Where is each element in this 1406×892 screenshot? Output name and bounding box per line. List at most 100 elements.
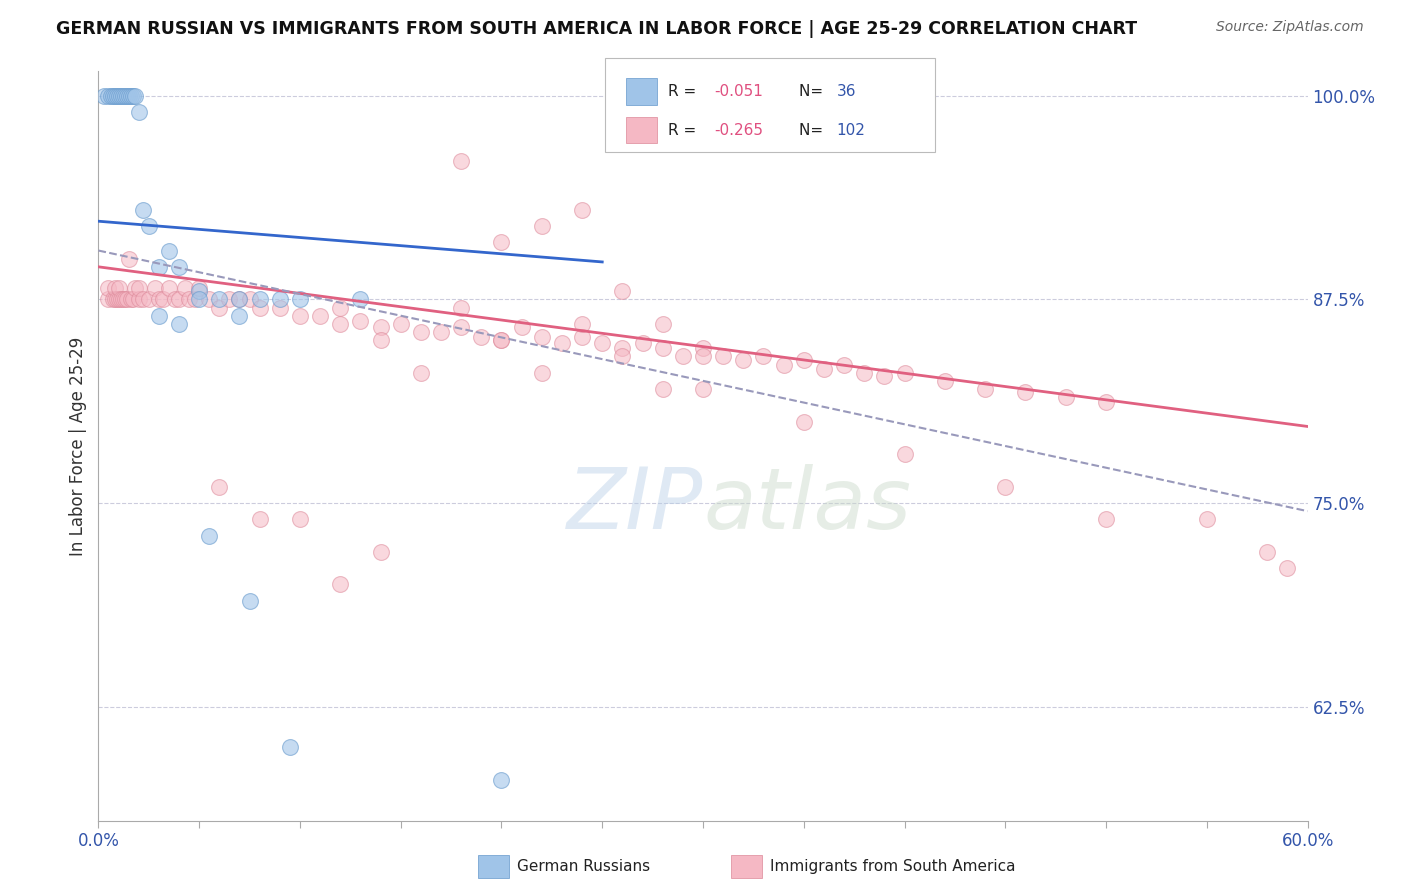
Point xyxy=(115,293,138,307)
Point xyxy=(97,293,120,307)
Point xyxy=(121,88,143,103)
Text: ZIP: ZIP xyxy=(567,465,703,548)
Point xyxy=(188,285,211,299)
Point xyxy=(430,325,453,339)
Point xyxy=(148,309,170,323)
Point xyxy=(450,320,472,334)
Point xyxy=(208,480,231,494)
Point xyxy=(491,333,513,347)
Text: R =: R = xyxy=(668,85,702,99)
Point xyxy=(278,740,301,755)
Point xyxy=(571,202,593,217)
Point xyxy=(239,593,262,607)
Point xyxy=(114,293,136,307)
Point xyxy=(138,219,160,233)
Point xyxy=(115,88,138,103)
Text: -0.051: -0.051 xyxy=(714,85,763,99)
Point xyxy=(97,281,120,295)
Point xyxy=(110,293,132,307)
Point xyxy=(163,293,186,307)
Point xyxy=(138,293,160,307)
Point xyxy=(530,219,553,233)
Point xyxy=(167,260,190,274)
Point xyxy=(167,293,190,307)
Point xyxy=(1195,512,1218,526)
Point xyxy=(692,350,714,364)
Point xyxy=(157,244,180,258)
Point xyxy=(934,374,956,388)
Point xyxy=(692,341,714,355)
Point xyxy=(188,281,211,295)
Point xyxy=(103,281,125,295)
Point xyxy=(711,350,734,364)
Point xyxy=(128,281,150,295)
Point xyxy=(612,341,634,355)
Point xyxy=(832,358,855,372)
Text: N=: N= xyxy=(799,122,828,137)
Point xyxy=(118,252,141,266)
Point xyxy=(93,88,115,103)
Point xyxy=(793,415,815,429)
Point xyxy=(107,293,129,307)
Point xyxy=(510,320,533,334)
Point xyxy=(148,260,170,274)
Point xyxy=(370,333,392,347)
Point xyxy=(249,293,271,307)
Point xyxy=(132,202,155,217)
Point xyxy=(329,577,352,591)
Point xyxy=(128,293,150,307)
Point xyxy=(530,366,553,380)
Point xyxy=(409,366,432,380)
Point xyxy=(103,293,125,307)
Point xyxy=(143,281,166,295)
Point xyxy=(651,341,673,355)
Point xyxy=(198,293,221,307)
Text: N=: N= xyxy=(799,85,828,99)
Point xyxy=(100,88,122,103)
Y-axis label: In Labor Force | Age 25-29: In Labor Force | Age 25-29 xyxy=(69,336,87,556)
Point xyxy=(269,301,291,315)
Point xyxy=(349,293,371,307)
Point xyxy=(470,330,492,344)
Point xyxy=(309,309,332,323)
Point xyxy=(772,358,794,372)
Point xyxy=(994,480,1017,494)
Point xyxy=(893,447,915,461)
Point xyxy=(152,293,174,307)
Point xyxy=(110,88,132,103)
Point xyxy=(530,330,553,344)
Point xyxy=(591,336,613,351)
Point xyxy=(692,382,714,396)
Point xyxy=(1095,512,1118,526)
Point xyxy=(370,320,392,334)
Point xyxy=(269,293,291,307)
Point xyxy=(793,352,815,367)
Point xyxy=(853,366,876,380)
Point xyxy=(249,512,271,526)
Point xyxy=(124,281,146,295)
Point xyxy=(1277,561,1299,575)
Point xyxy=(184,293,207,307)
Point xyxy=(128,105,150,120)
Text: -0.265: -0.265 xyxy=(714,122,763,137)
Point xyxy=(198,528,221,542)
Point xyxy=(873,368,896,383)
Point xyxy=(118,88,141,103)
Point xyxy=(101,88,124,103)
Point xyxy=(111,293,134,307)
Point xyxy=(208,293,231,307)
Point xyxy=(208,301,231,315)
Point xyxy=(132,293,155,307)
Point xyxy=(612,285,634,299)
Point xyxy=(329,301,352,315)
Point xyxy=(249,301,271,315)
Point xyxy=(651,317,673,331)
Point xyxy=(157,281,180,295)
Text: atlas: atlas xyxy=(703,465,911,548)
Text: 36: 36 xyxy=(837,85,856,99)
Point xyxy=(111,88,134,103)
Point xyxy=(188,293,211,307)
Point xyxy=(120,88,142,103)
Point xyxy=(651,382,673,396)
Point xyxy=(107,281,129,295)
